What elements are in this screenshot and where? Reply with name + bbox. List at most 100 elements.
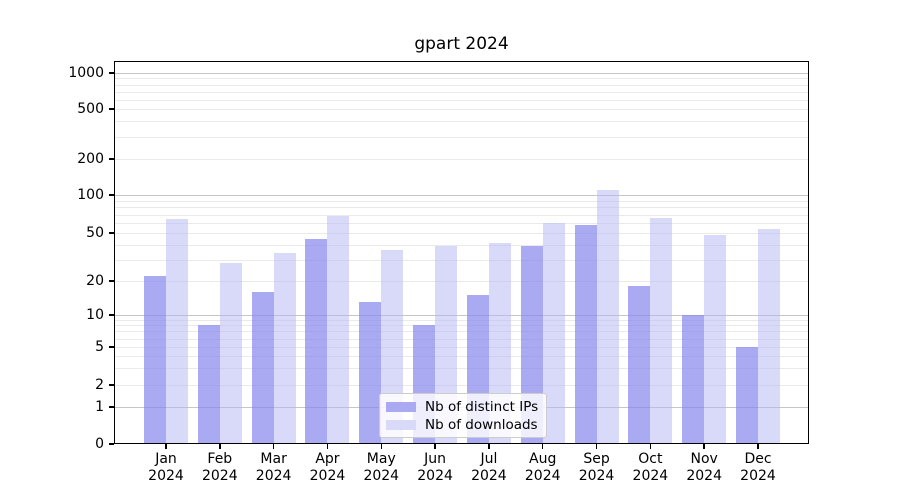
legend-entry-distinct-ips: Nb of distinct IPs	[386, 398, 546, 416]
legend-swatch-downloads	[386, 420, 416, 430]
bar-dec-distinct-ips	[735, 347, 758, 444]
x-label-year: 2024	[417, 468, 453, 484]
x-tick-label: Feb 2024	[188, 451, 252, 485]
bar-aug-downloads	[542, 223, 565, 444]
x-tick-label: Nov 2024	[672, 451, 736, 485]
x-tick	[703, 444, 705, 449]
x-tick-label: Sep 2024	[565, 451, 629, 485]
minor-gridline	[114, 338, 809, 340]
y-tick	[109, 406, 114, 408]
x-tick-label: Oct 2024	[618, 451, 682, 485]
x-label-month: Nov	[690, 451, 718, 467]
legend-swatch-distinct-ips	[386, 402, 416, 412]
bar-apr-distinct-ips	[305, 238, 328, 444]
x-label-year: 2024	[255, 468, 292, 484]
bar-oct-downloads	[650, 217, 673, 444]
y-tick	[109, 346, 114, 348]
legend-label-distinct-ips: Nb of distinct IPs	[425, 399, 539, 415]
bar-jan-downloads	[166, 218, 188, 444]
y-tick-label: 1	[95, 399, 104, 415]
x-label-month: Dec	[744, 451, 772, 467]
x-tick-label: Aug 2024	[511, 451, 575, 485]
y-tick-label: 1000	[68, 65, 104, 81]
minor-gridline	[114, 121, 809, 123]
bar-oct-distinct-ips	[628, 286, 651, 444]
bar-feb-downloads	[219, 263, 242, 444]
x-tick-label: Jul 2024	[457, 451, 521, 485]
x-tick	[649, 444, 652, 449]
legend-entry-downloads: Nb of downloads	[386, 416, 546, 434]
major-gridline	[114, 195, 809, 196]
minor-gridline	[114, 78, 809, 80]
y-tick	[109, 72, 114, 74]
x-tick-label: May 2024	[349, 451, 413, 485]
x-tick	[541, 444, 544, 449]
x-tick-label: Apr 2024	[295, 451, 359, 485]
minor-gridline	[114, 347, 809, 348]
minor-gridline	[114, 136, 809, 138]
x-tick	[165, 444, 167, 449]
x-label-month: Sep	[583, 451, 610, 467]
y-tick	[109, 280, 114, 282]
bar-feb-distinct-ips	[197, 325, 220, 444]
x-label-year: 2024	[740, 468, 776, 484]
minor-gridline	[114, 233, 809, 234]
minor-gridline	[114, 159, 809, 160]
minor-gridline	[114, 319, 809, 321]
bar-jan-distinct-ips	[144, 276, 166, 444]
chart-title: gpart 2024	[414, 34, 509, 54]
minor-gridline	[114, 200, 809, 202]
minor-gridline	[114, 91, 809, 93]
minor-gridline	[114, 385, 809, 386]
bar-nov-downloads	[704, 235, 727, 444]
x-label-month: Aug	[529, 451, 557, 467]
x-label-month: May	[366, 451, 396, 467]
y-tick	[109, 443, 114, 445]
x-tick	[219, 444, 221, 449]
x-label-year: 2024	[524, 468, 561, 484]
y-tick-label: 10	[86, 307, 104, 323]
minor-gridline	[114, 207, 809, 209]
x-label-year: 2024	[578, 468, 615, 484]
x-label-month: Mar	[260, 451, 287, 467]
x-tick	[434, 444, 436, 449]
minor-gridline	[114, 331, 809, 333]
y-tick-label: 50	[86, 225, 104, 241]
bar-mar-downloads	[273, 253, 296, 444]
x-label-month: Jun	[424, 451, 447, 467]
minor-gridline	[114, 281, 809, 282]
x-label-year: 2024	[201, 468, 238, 484]
y-tick-label: 20	[86, 273, 104, 289]
minor-gridline	[114, 109, 809, 110]
minor-gridline	[114, 99, 809, 101]
x-label-month: Apr	[315, 451, 340, 467]
y-tick-label: 200	[77, 151, 104, 167]
bar-sep-distinct-ips	[574, 224, 597, 444]
y-tick	[109, 108, 114, 110]
x-tick-label: Jan 2024	[134, 451, 198, 485]
y-tick	[109, 232, 114, 234]
x-label-year: 2024	[632, 468, 669, 484]
x-label-month: Jan	[155, 451, 177, 467]
x-label-month: Jul	[480, 451, 498, 467]
minor-gridline	[114, 356, 809, 358]
bar-nov-distinct-ips	[682, 315, 705, 444]
x-tick	[272, 444, 275, 449]
x-tick-label: Jun 2024	[403, 451, 467, 485]
x-label-year: 2024	[686, 468, 722, 484]
y-tick-label: 5	[95, 339, 104, 355]
x-tick-label: Dec 2024	[726, 451, 790, 485]
x-label-year: 2024	[309, 468, 346, 484]
minor-gridline	[114, 214, 809, 216]
bar-dec-downloads	[757, 228, 780, 444]
y-tick	[109, 314, 114, 316]
y-tick	[109, 384, 114, 386]
x-tick	[380, 444, 383, 449]
major-gridline	[114, 315, 809, 316]
x-tick	[595, 444, 598, 449]
legend: Nb of distinct IPs Nb of downloads	[379, 393, 547, 438]
major-gridline	[114, 73, 809, 74]
minor-gridline	[114, 368, 809, 370]
legend-label-downloads: Nb of downloads	[425, 417, 538, 433]
